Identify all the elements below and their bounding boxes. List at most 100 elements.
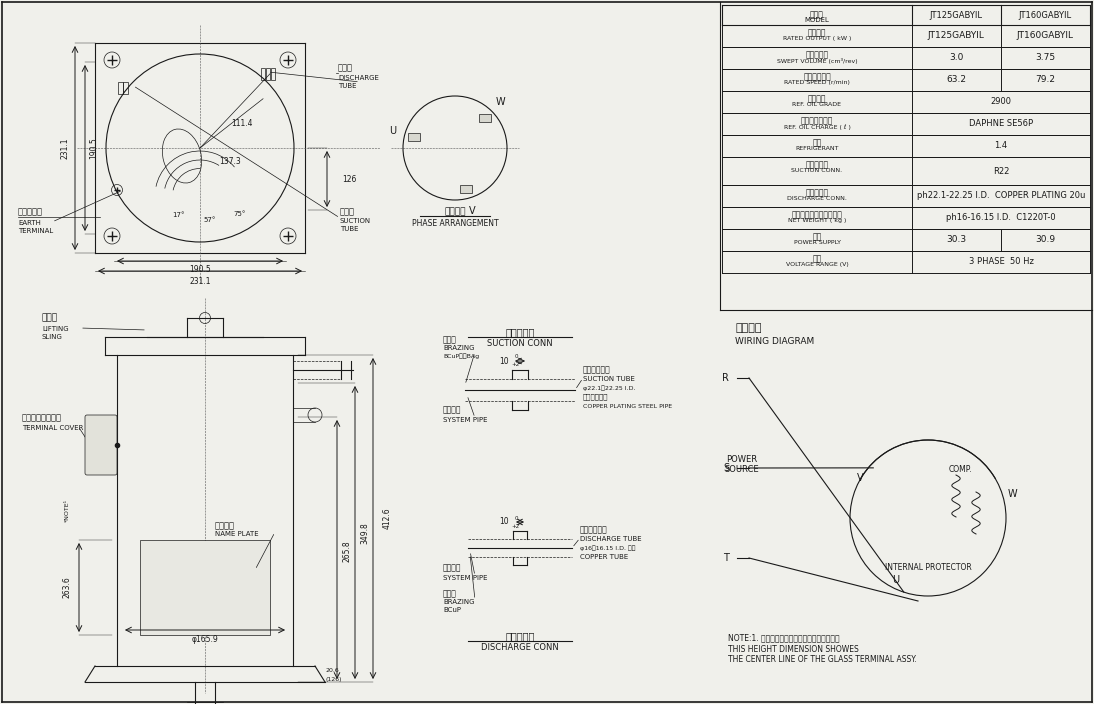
Text: 10: 10 [499,517,509,527]
Text: DAPHNE SE56P: DAPHNE SE56P [969,120,1033,129]
Text: 412.6: 412.6 [383,507,392,529]
Text: 吐出管接続: 吐出管接続 [505,631,535,641]
Text: ロウ付: ロウ付 [443,589,457,598]
Text: PHASE ARRANGEMENT: PHASE ARRANGEMENT [411,220,498,229]
Text: 吸入側接続: 吸入側接続 [805,160,828,169]
Text: 電源: 電源 [813,232,822,241]
Text: REFRIGERANT: REFRIGERANT [795,146,839,151]
Text: RATED OUTPUT ( kW ): RATED OUTPUT ( kW ) [783,36,851,41]
Text: 79.2: 79.2 [1035,75,1055,84]
Text: 0: 0 [514,355,517,360]
Text: VOLTAGE RANGE (V): VOLTAGE RANGE (V) [785,262,848,267]
Bar [118,82,123,94]
Text: TUBE: TUBE [340,226,359,232]
Text: SUCTION TUBE: SUCTION TUBE [583,376,635,382]
Text: 20.6: 20.6 [325,667,339,672]
Text: *NOTE¹: *NOTE¹ [65,498,70,522]
Text: 押シノケ量: 押シノケ量 [805,50,828,59]
Text: COPPER TUBE: COPPER TUBE [580,554,628,560]
Text: TERMINAL COVER: TERMINAL COVER [22,425,83,431]
Bar [266,68,270,80]
Text: SOURCE: SOURCE [724,465,759,474]
Text: 190.5: 190.5 [90,137,98,159]
Bar [271,68,276,80]
Text: NOTE:1. 本寸法ハターミナル中心高サラ示ス。: NOTE:1. 本寸法ハターミナル中心高サラ示ス。 [728,634,839,643]
Text: 吸入管: 吸入管 [340,208,354,217]
Text: COPPER PLATING STEEL PIPE: COPPER PLATING STEEL PIPE [583,403,672,408]
Text: 263.6: 263.6 [62,576,71,598]
Text: 機械銘板: 機械銘板 [216,522,235,531]
Text: W: W [497,97,505,107]
Text: 系統配管: 系統配管 [443,563,462,572]
Text: JT160GABYIL: JT160GABYIL [1016,32,1073,41]
Text: 系統配管: 系統配管 [443,406,462,415]
Text: φ165.9: φ165.9 [191,636,219,644]
Text: MODEL: MODEL [804,17,829,23]
Text: ph22.1-22.25 I.D.  COPPER PLATING 20u: ph22.1-22.25 I.D. COPPER PLATING 20u [917,191,1085,201]
Bar [408,133,420,141]
Text: φ22.1～22.25 I.D.: φ22.1～22.25 I.D. [583,385,636,391]
Text: S: S [723,463,729,473]
Text: 3.0: 3.0 [948,54,963,63]
Text: T: T [723,553,729,563]
Text: DISCHARGE CONN.: DISCHARGE CONN. [787,196,847,201]
Text: 126: 126 [342,175,357,184]
Text: NAME PLATE: NAME PLATE [216,531,258,537]
Text: SLING: SLING [42,334,62,340]
Text: 吐出管: 吐出管 [338,63,353,73]
Text: 定格出力: 定格出力 [807,28,826,37]
Text: NET WEIGHT ( kg ): NET WEIGHT ( kg ) [788,218,846,223]
Text: U: U [893,575,899,585]
Text: JT160GABYIL: JT160GABYIL [1019,11,1071,20]
Text: DISCHARGE CONN: DISCHARGE CONN [481,643,559,653]
Text: 結線要領: 結線要領 [735,323,761,333]
Text: R22: R22 [993,167,1009,175]
Text: 冷媒: 冷媒 [813,138,822,147]
Text: 57°: 57° [203,217,217,223]
Text: +2: +2 [512,524,520,529]
Text: SUCTION CONN: SUCTION CONN [487,339,552,348]
Text: 吸入管接続: 吸入管接続 [505,327,535,337]
Text: SUCTION: SUCTION [340,218,371,224]
Text: SUCTION CONN.: SUCTION CONN. [791,168,842,173]
FancyBboxPatch shape [85,415,117,475]
Text: REF. OIL GRADE: REF. OIL GRADE [792,102,841,107]
Text: (126): (126) [325,677,341,682]
Bar [123,82,128,94]
Text: SYSTEM PIPE: SYSTEM PIPE [443,417,488,423]
Text: DISCHARGE: DISCHARGE [338,75,379,81]
Text: 冷凍機油充填量: 冷凍機油充填量 [801,116,834,125]
Text: 349.8: 349.8 [361,522,370,544]
Text: 3 PHASE  50 Hz: 3 PHASE 50 Hz [968,258,1034,267]
Text: 265.8: 265.8 [342,540,351,562]
Text: 電圧: 電圧 [813,254,822,263]
Text: R: R [722,373,729,383]
Text: DISCHARGE TUBE: DISCHARGE TUBE [580,536,641,542]
Text: 30.9: 30.9 [1035,236,1055,244]
Bar [140,540,270,635]
Text: 定格回転速度: 定格回転速度 [803,72,830,81]
Text: BCuP又はBAg: BCuP又はBAg [443,353,479,359]
Text: W: W [1008,489,1017,499]
Text: 231.1: 231.1 [189,277,211,286]
Text: 3.75: 3.75 [1035,54,1055,63]
Text: BRAZING: BRAZING [443,599,475,605]
Text: EARTH: EARTH [18,220,40,226]
Text: 冷凍機油: 冷凍機油 [807,94,826,103]
Bar [260,68,266,80]
Text: 190.5: 190.5 [189,265,211,275]
Text: 17°: 17° [172,212,184,218]
Text: SYSTEM PIPE: SYSTEM PIPE [443,575,488,581]
Text: THIS HEIGHT DIMENSION SHOWES: THIS HEIGHT DIMENSION SHOWES [728,644,859,653]
Text: REF. OIL CHARGE ( ℓ ): REF. OIL CHARGE ( ℓ ) [783,124,850,130]
Text: ターミナルカバー: ターミナルカバー [22,413,62,422]
Text: 30.3: 30.3 [946,236,966,244]
Text: 圧縮機吐出管: 圧縮機吐出管 [580,525,608,534]
Text: U: U [388,126,396,136]
Text: INTERNAL PROTECTOR: INTERNAL PROTECTOR [885,563,971,572]
Text: 圧縮機吸入管: 圧縮機吸入管 [583,365,610,375]
Text: V: V [468,206,475,216]
Text: +2: +2 [512,363,520,367]
Text: RATED SPEED (r/min): RATED SPEED (r/min) [784,80,850,85]
Text: 10: 10 [499,356,509,365]
